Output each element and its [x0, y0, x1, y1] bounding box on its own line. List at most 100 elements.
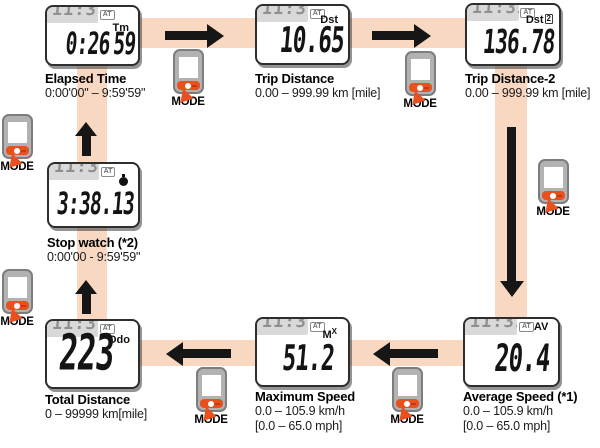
- mode-button-dot: [14, 302, 20, 309]
- at-badge: AT: [309, 322, 325, 332]
- screen-title: Total Distance: [45, 392, 131, 407]
- screen-title: Elapsed Time: [45, 71, 127, 86]
- screen-range: 0 – 99999 km[mile]: [45, 407, 148, 421]
- screen-range: 0:00'00" – 9:59'59": [45, 86, 146, 100]
- unit-text: M: [322, 329, 332, 341]
- device-screen: [201, 375, 221, 396]
- caption-stop-watch: Stop watch (*2) 0:00'00 - 9:59'59": [47, 235, 140, 265]
- lcd-trip-distance-2: 11:31 AT Dst 2 136.78: [465, 3, 561, 66]
- lcd-clock-area: 11:31: [257, 319, 308, 335]
- unit-suffix-2: 2: [544, 14, 553, 24]
- cyclocomputer-icon: [195, 367, 227, 421]
- cyclocomputer-icon: [537, 159, 569, 213]
- lcd-clock-area: 11:31: [47, 7, 98, 23]
- arrow-up-icon: [75, 122, 97, 156]
- mode-button-bar: [408, 83, 432, 92]
- lcd-elapsed-time: 11:31 AT Tm 0:2659: [45, 5, 140, 66]
- arrow-right-icon: [165, 23, 224, 48]
- unit-label-mx: MX: [322, 326, 337, 341]
- lcd-value: 136.78: [481, 22, 557, 62]
- clock-digits: 11:31: [261, 319, 308, 332]
- lcd-clock-area: 11:31: [257, 6, 308, 22]
- mode-button-dot: [14, 147, 20, 154]
- cyclocomputer-icon: [172, 49, 204, 103]
- at-badge: AT: [100, 167, 116, 177]
- at-badge: AT: [309, 9, 325, 19]
- screen-title: Trip Distance: [255, 71, 335, 86]
- mode-indicator-2: MODE: [397, 51, 443, 110]
- caption-total-distance: Total Distance 0 – 99999 km[mile]: [45, 392, 147, 422]
- mode-button-dot: [185, 82, 191, 89]
- mode-indicator-4: MODE: [384, 367, 430, 426]
- unit-label-tm: Tm: [112, 22, 130, 34]
- arrow-right-icon: [372, 23, 431, 48]
- lcd-value: 20.4: [492, 335, 552, 381]
- device-screen: [178, 57, 198, 78]
- mode-label: MODE: [0, 161, 34, 173]
- mode-label: MODE: [171, 96, 205, 108]
- mode-button-bar: [176, 81, 200, 90]
- at-badge: AT: [99, 324, 115, 334]
- value-seconds: 59: [111, 26, 137, 63]
- mode-label: MODE: [403, 98, 437, 110]
- mode-indicator-5: MODE: [188, 367, 234, 426]
- mode-button-dot: [404, 400, 410, 407]
- lcd-value: 0:2659: [64, 26, 137, 63]
- device-screen: [7, 277, 27, 298]
- caption-trip-distance: Trip Distance 0.00 – 999.99 km [mile]: [255, 71, 381, 101]
- unit-label-dst: Dst: [320, 14, 338, 26]
- mode-label: MODE: [536, 206, 570, 218]
- unit-label-dst2: Dst 2: [526, 14, 553, 26]
- caption-trip-distance-2: Trip Distance-2 0.00 – 999.99 km [mile]: [465, 71, 591, 101]
- screen-range: 0.0 – 105.9 km/h: [463, 404, 553, 418]
- cyclocomputer-icon: [1, 269, 33, 323]
- screen-range: 0.00 – 999.99 km [mile]: [465, 86, 591, 100]
- lcd-clock-area: 11:31: [467, 5, 519, 21]
- mode-indicator-7: MODE: [0, 269, 40, 328]
- arrow-up-icon: [75, 280, 97, 314]
- at-badge: AT: [520, 8, 536, 18]
- lcd-clock-area: 11:31: [465, 319, 518, 335]
- mode-label: MODE: [0, 316, 34, 328]
- screen-range: [0.0 – 65.0 mph]: [255, 419, 343, 433]
- screen-title: Maximum Speed: [255, 389, 355, 404]
- mode-indicator-6: MODE: [0, 114, 40, 173]
- screen-title: Trip Distance-2: [465, 71, 556, 86]
- unit-label-av: AV: [533, 321, 549, 333]
- mode-button-bar: [5, 146, 29, 155]
- mode-button-dot: [208, 400, 214, 407]
- unit-superscript: X: [331, 327, 337, 336]
- lcd-value: 3:38.13: [55, 186, 136, 223]
- cyclocomputer-icon: [404, 51, 436, 105]
- cyclocomputer-icon: [391, 367, 423, 421]
- lcd-value: 51.2: [280, 338, 336, 380]
- clock-digits: 11:31: [53, 164, 99, 177]
- mode-button-dot: [417, 84, 423, 91]
- arrow-down-icon: [499, 127, 524, 297]
- lcd-value: 10.65: [277, 20, 346, 62]
- screen-range: 0:00'00 - 9:59'59": [47, 250, 141, 264]
- screen-range: 0.00 – 999.99 km [mile]: [255, 86, 381, 100]
- clock-digits: 11:31: [471, 5, 519, 18]
- lcd-total-distance: 11:31 AT Odo 223: [45, 319, 140, 389]
- mode-label: MODE: [194, 414, 228, 426]
- clock-digits: 11:31: [51, 7, 98, 20]
- cyclocomputer-icon: [1, 114, 33, 168]
- lcd-stop-watch: 11:31 AT 3:38.13: [47, 162, 140, 228]
- unit-label-odo: Odo: [108, 334, 130, 346]
- mode-indicator-3: MODE: [530, 159, 576, 218]
- lcd-clock-area: 11:31: [49, 164, 99, 180]
- clock-digits: 11:31: [261, 6, 308, 19]
- mode-label: MODE: [390, 414, 424, 426]
- screen-title: Average Speed (*1): [463, 389, 578, 404]
- device-screen: [397, 375, 417, 396]
- lcd-trip-distance: 11:31 AT Dst 10.65: [255, 4, 350, 65]
- unit-text: Dst: [525, 14, 544, 26]
- stopwatch-icon: [119, 174, 128, 186]
- clock-digits: 11:31: [469, 319, 518, 332]
- mode-button-bar: [199, 399, 223, 408]
- device-screen: [543, 167, 563, 188]
- screen-title: Stop watch (*2): [47, 235, 138, 250]
- caption-maximum-speed: Maximum Speed 0.0 – 105.9 km/h [0.0 – 65…: [255, 389, 355, 434]
